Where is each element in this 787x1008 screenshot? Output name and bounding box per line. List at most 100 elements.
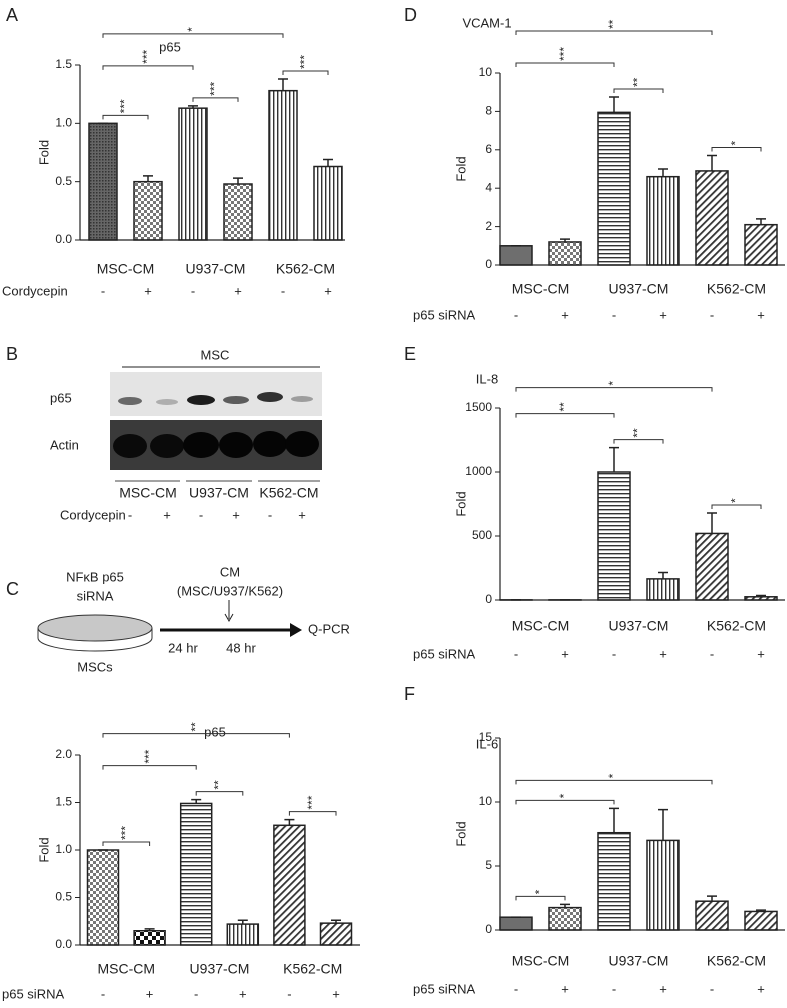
- group-label: U937-CM: [609, 618, 669, 634]
- readout: Q-PCR: [308, 621, 350, 636]
- lane-label: +: [232, 507, 240, 522]
- y-tick-label: 1.5: [55, 57, 72, 71]
- x-tick-label: -: [101, 283, 105, 298]
- y-tick-label: 2: [485, 219, 492, 233]
- significance-label: ***: [142, 749, 156, 763]
- error-bar: [143, 175, 153, 182]
- time: 24 hr: [168, 640, 198, 655]
- x-tick-label: -: [194, 986, 198, 1001]
- panel-label: E: [404, 344, 416, 364]
- y-tick-label: 0: [485, 922, 492, 936]
- y-tick-label: 500: [472, 528, 492, 542]
- y-tick-label: 2.0: [55, 747, 72, 761]
- x-tick-label: +: [234, 283, 242, 298]
- error-bar: [609, 96, 619, 113]
- error-bar: [658, 571, 668, 579]
- x-tick-label: -: [281, 283, 285, 298]
- bar: [744, 910, 778, 931]
- error-bar: [658, 168, 668, 177]
- x-tick-label: -: [191, 283, 195, 298]
- group-label: K562-CM: [707, 953, 766, 969]
- group-label: U937-CM: [186, 261, 246, 277]
- bar: [178, 107, 208, 241]
- x-tick-label: -: [514, 981, 518, 996]
- significance-label: ***: [298, 55, 312, 69]
- significance-label: **: [557, 402, 571, 412]
- error-bar: [233, 177, 243, 184]
- bar: [223, 183, 253, 241]
- significance-label: ***: [140, 49, 154, 63]
- panel-label: B: [6, 344, 18, 364]
- significance-bracket: [515, 30, 713, 35]
- significance-bracket: [515, 779, 713, 785]
- y-tick-label: 0.0: [55, 232, 72, 246]
- x-tick-label: +: [146, 986, 154, 1001]
- group-label: MSC-CM: [512, 618, 570, 634]
- x-tick-label: -: [710, 307, 714, 322]
- bar: [646, 578, 680, 601]
- y-tick-label: 10: [479, 65, 493, 79]
- bar: [313, 165, 343, 241]
- y-tick-label: 0.0: [55, 937, 72, 951]
- western-blot: MSC p65 Actin MSC-CM U937-CM K562-CM Cor…: [50, 347, 322, 522]
- group-label: K562-CM: [276, 261, 335, 277]
- error-bar: [560, 238, 570, 242]
- y-tick-label: 1000: [465, 464, 492, 478]
- blot-band: [253, 431, 287, 457]
- y-tick-label: 8: [485, 104, 492, 118]
- blot-title: MSC: [201, 347, 230, 362]
- error-bar: [237, 919, 248, 925]
- blot-row-label: p65: [50, 390, 72, 405]
- significance-bracket: [711, 504, 762, 509]
- y-tick-label: 10: [479, 794, 493, 808]
- x-tick-label: +: [561, 981, 569, 996]
- error-bar: [144, 928, 155, 931]
- x-tick-label: +: [757, 307, 765, 322]
- treatment: CM: [220, 564, 240, 579]
- panel-label: C: [6, 579, 19, 599]
- y-tick-label: 6: [485, 142, 492, 156]
- error-bar: [756, 909, 766, 912]
- significance-label: *: [606, 773, 620, 778]
- significance-label: *: [185, 27, 199, 32]
- significance-bracket: [515, 895, 566, 901]
- bar: [597, 111, 631, 266]
- y-axis-label: Fold: [453, 156, 468, 181]
- x-tick-label: -: [612, 646, 616, 661]
- blot-band: [156, 399, 178, 405]
- reagent: NFκB p65: [66, 569, 124, 584]
- significance-label: **: [188, 722, 202, 732]
- x-tick-label: +: [324, 283, 332, 298]
- lane-label: -: [199, 507, 203, 522]
- bar: [597, 831, 631, 931]
- significance-bracket: [192, 97, 239, 102]
- chart-title: p65: [159, 39, 181, 54]
- group-label: K562-CM: [707, 281, 766, 297]
- significance-label: *: [729, 498, 743, 503]
- treatment-label: p65 siRNA: [413, 646, 475, 661]
- x-tick-label: +: [144, 283, 152, 298]
- bar: [179, 802, 213, 946]
- significance-bracket: [711, 147, 762, 152]
- x-tick-label: +: [239, 986, 247, 1001]
- treatment-label: p65 siRNA: [413, 981, 475, 996]
- significance-label: *: [557, 793, 571, 798]
- cells: MSCs: [77, 659, 113, 674]
- blot-band: [150, 434, 184, 458]
- blot-band: [118, 397, 142, 405]
- bar: [499, 245, 533, 266]
- significance-bracket: [613, 88, 664, 93]
- error-bar: [191, 798, 202, 804]
- group-label: U937-CM: [189, 485, 249, 501]
- significance-bracket: [288, 811, 337, 816]
- lane-label: -: [128, 507, 132, 522]
- group-label: MSC-CM: [512, 281, 570, 297]
- x-tick-label: -: [101, 986, 105, 1001]
- chart-title: VCAM-1: [462, 15, 511, 30]
- significance-bracket: [102, 841, 151, 846]
- bar: [273, 824, 306, 946]
- blot-band: [183, 432, 219, 458]
- group-label: K562-CM: [707, 618, 766, 634]
- significance-label: **: [606, 19, 620, 29]
- lane-label: +: [163, 507, 171, 522]
